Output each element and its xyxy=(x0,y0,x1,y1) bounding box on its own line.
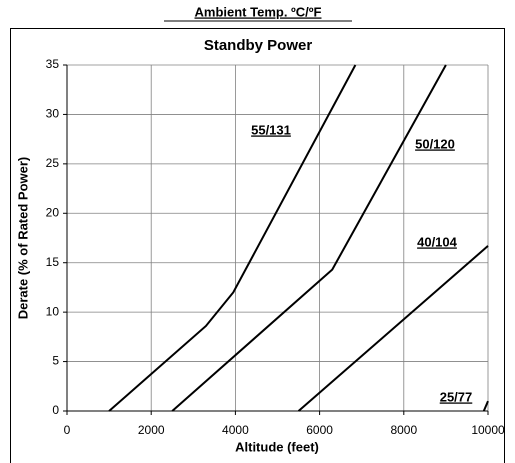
chart-header: Ambient Temp. ºC/ºF xyxy=(195,4,322,19)
plot-area xyxy=(67,65,488,411)
y-tick-label: 35 xyxy=(46,57,60,71)
y-tick-label: 5 xyxy=(52,354,59,368)
x-tick-label: 10000 xyxy=(471,423,505,437)
y-axis-label: Derate (% of Rated Power) xyxy=(15,157,30,320)
y-tick-label: 25 xyxy=(46,156,60,170)
series-label: 25/77 xyxy=(440,389,473,404)
series-label: 55/131 xyxy=(251,122,291,137)
chart-title: Standby Power xyxy=(204,37,313,54)
y-tick-label: 20 xyxy=(46,205,60,219)
series-line xyxy=(482,400,489,412)
series-line xyxy=(108,64,357,412)
series-label: 40/104 xyxy=(417,234,458,249)
x-tick-label: 0 xyxy=(64,423,71,437)
series-line xyxy=(171,64,447,412)
frame xyxy=(10,28,505,463)
series-line xyxy=(297,245,489,412)
y-tick-label: 15 xyxy=(46,255,60,269)
y-tick-label: 0 xyxy=(52,403,59,417)
x-tick-label: 2000 xyxy=(138,423,165,437)
y-tick-label: 30 xyxy=(46,107,60,121)
x-tick-label: 6000 xyxy=(306,423,333,437)
y-tick-label: 10 xyxy=(46,304,60,318)
series-label: 50/120 xyxy=(415,136,455,151)
x-tick-label: 4000 xyxy=(222,423,249,437)
x-axis-label: Altitude (feet) xyxy=(235,439,319,454)
x-tick-label: 8000 xyxy=(390,423,417,437)
